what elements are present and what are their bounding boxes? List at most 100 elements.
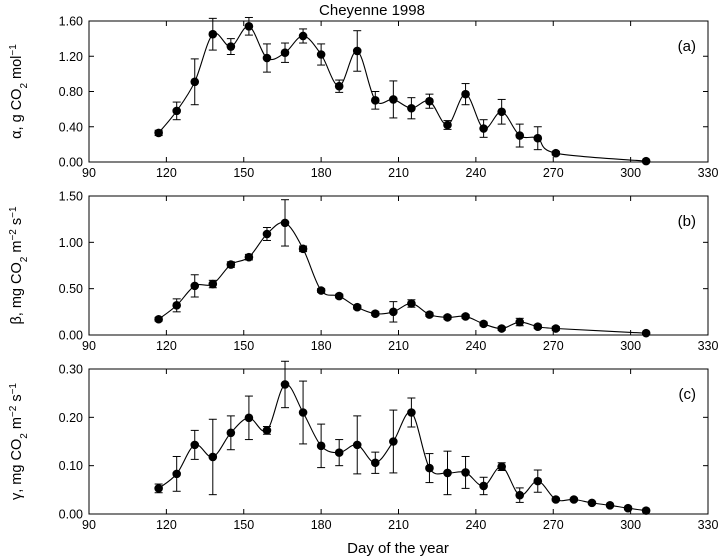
x-tick-label: 150 — [233, 339, 254, 353]
x-tick-label: 120 — [156, 166, 177, 180]
y-axis-label-part: mol — [9, 56, 25, 83]
data-point — [280, 218, 290, 228]
data-point — [334, 291, 344, 301]
data-point — [407, 299, 416, 308]
panel-label: (c) — [679, 386, 697, 403]
data-point — [605, 501, 615, 510]
data-point — [190, 440, 200, 450]
y-axis-label: γ, mg CO2 m−2 s−1 — [8, 383, 30, 500]
x-tick-label: 150 — [233, 518, 254, 532]
x-tick-label: 120 — [156, 339, 177, 353]
y-tick-label: 0.00 — [59, 508, 83, 522]
plot-frame — [88, 368, 709, 515]
data-point — [641, 156, 651, 166]
chart-panels: 90 120 150 180 210 240 270 300 330 0.00 0.40 0.80 1.… — [8, 15, 719, 533]
y-tick-label: 0.00 — [59, 329, 83, 343]
data-point — [443, 313, 452, 322]
x-tick-label: 90 — [82, 518, 96, 532]
x-tick-label: 90 — [82, 339, 96, 353]
x-tick-label: 300 — [620, 518, 641, 532]
data-point — [407, 103, 416, 113]
y-tick-label: 0.20 — [59, 411, 83, 425]
x-tick-label: 150 — [233, 166, 254, 180]
data-point — [262, 53, 272, 63]
data-point — [352, 46, 362, 56]
y-axis-label-part: 2 — [19, 256, 30, 262]
x-tick-label: 120 — [156, 518, 177, 532]
data-point — [352, 440, 362, 450]
data-point — [497, 462, 506, 471]
data-point — [154, 128, 163, 138]
data-point — [244, 252, 254, 262]
x-tick-label: 270 — [543, 339, 564, 353]
data-point — [515, 317, 525, 327]
data-point — [551, 324, 561, 333]
data-point — [280, 380, 290, 389]
data-point — [334, 448, 344, 457]
y-axis-label-part: −2 — [8, 229, 19, 241]
data-point — [370, 458, 380, 468]
y-axis-label: β, mg CO2 m−2 s−1 — [8, 206, 30, 325]
x-tick-label: 330 — [698, 339, 719, 353]
panel-b: 90 120 150 180 210 240 270 300 330 0.00 0.50 1.00 1.… — [8, 190, 719, 354]
data-point — [533, 322, 543, 331]
y-tick-label: 1.50 — [59, 190, 83, 204]
x-tick-label: 300 — [620, 339, 641, 353]
panel-c: 90 120 150 180 210 240 270 300 330 0.00 0.10 0.20 0.… — [8, 360, 719, 532]
x-tick-label: 240 — [465, 166, 486, 180]
data-point — [497, 324, 506, 333]
data-point — [262, 229, 272, 239]
data-point — [461, 312, 470, 321]
y-axis-label-part: −2 — [8, 405, 19, 417]
data-point — [461, 89, 470, 99]
data-point — [533, 476, 543, 486]
y-tick-label: 1.20 — [59, 50, 83, 64]
panel-label: (b) — [678, 213, 696, 230]
panel-a: 90 120 150 180 210 240 270 300 330 0.00 0.40 0.80 1.… — [8, 15, 719, 181]
x-tick-label: 180 — [311, 518, 332, 532]
data-point — [425, 310, 434, 319]
data-point — [641, 328, 651, 338]
data-point — [587, 498, 597, 508]
data-point — [389, 95, 398, 104]
data-point — [641, 506, 651, 515]
data-point — [479, 481, 488, 491]
y-axis-label-part: α, g CO — [9, 89, 25, 139]
y-tick-label: 0.40 — [59, 120, 83, 134]
x-tick-label: 210 — [388, 166, 409, 180]
y-tick-label: 0.00 — [59, 156, 83, 170]
y-tick-label: 1.00 — [59, 236, 83, 250]
data-point — [190, 281, 200, 291]
x-tick-label: 330 — [698, 518, 719, 532]
data-point — [479, 124, 488, 133]
data-point — [352, 302, 362, 312]
data-point — [154, 314, 163, 324]
y-axis-label-part: s — [9, 394, 25, 405]
plot-frame — [88, 20, 709, 163]
data-point — [425, 463, 434, 473]
data-point — [461, 468, 470, 477]
x-tick-label: 330 — [698, 166, 719, 180]
data-point — [515, 490, 525, 500]
x-tick-label: 300 — [620, 166, 641, 180]
y-axis-label-part: s — [9, 218, 25, 229]
x-tick-label: 90 — [82, 166, 96, 180]
data-point — [262, 426, 272, 435]
data-point — [623, 503, 633, 513]
y-axis-label-part: 2 — [19, 433, 30, 439]
data-point — [316, 50, 326, 59]
data-point — [551, 495, 561, 504]
y-tick-label: 0.50 — [59, 282, 83, 296]
data-point — [208, 279, 218, 289]
data-point — [533, 133, 543, 143]
data-point — [551, 148, 561, 158]
data-point — [497, 107, 506, 117]
series-line — [158, 221, 647, 334]
data-point — [389, 437, 398, 446]
y-axis-label: α, g CO2 mol−1 — [8, 44, 30, 139]
data-point — [298, 244, 308, 254]
data-point — [298, 408, 308, 417]
data-point — [190, 77, 200, 87]
x-tick-label: 240 — [465, 339, 486, 353]
data-point — [208, 29, 218, 39]
